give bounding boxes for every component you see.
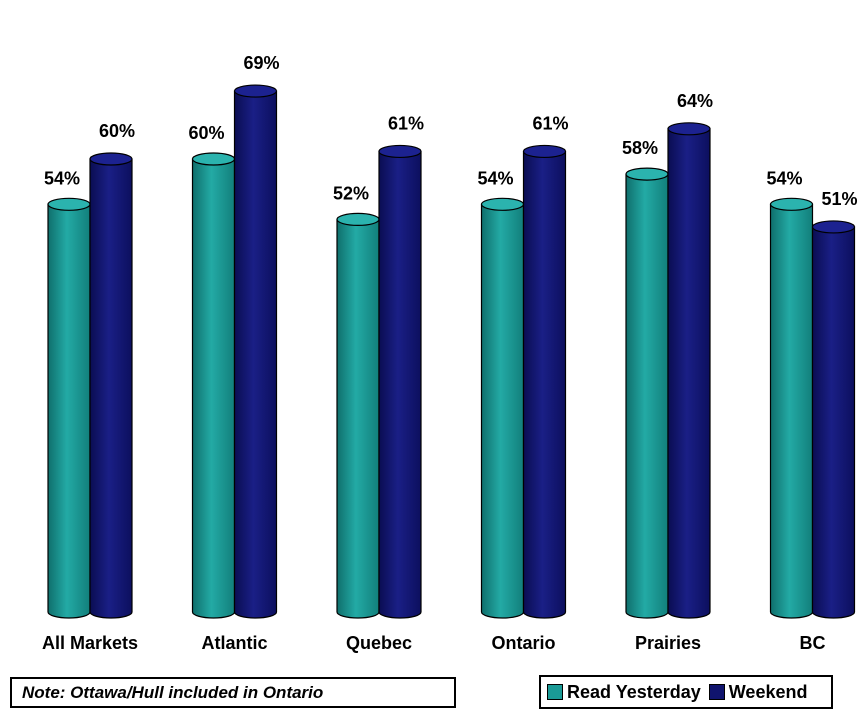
legend-label-read-yesterday: Read Yesterday — [567, 681, 701, 702]
x-tick-label-ontario: Ontario — [491, 633, 555, 653]
data-label-weekend-quebec: 61% — [388, 113, 424, 133]
data-label-weekend-atlantic: 69% — [243, 53, 279, 73]
bars-layer — [47, 84, 856, 619]
bar-read-yesterday-bc — [769, 197, 814, 619]
legend-item-read-yesterday: Read Yesterday — [547, 682, 701, 703]
bar-weekend-bc — [811, 220, 856, 619]
bar-read-yesterday-quebec — [336, 212, 380, 619]
bar-read-yesterday-all-markets — [47, 197, 91, 619]
data-label-read-yesterday-bc: 54% — [766, 168, 802, 188]
legend-swatch-weekend — [708, 684, 725, 700]
data-label-weekend-all-markets: 60% — [99, 121, 135, 141]
x-tick-label-atlantic: Atlantic — [201, 633, 267, 653]
chart-legend: Read Yesterday Weekend — [539, 675, 833, 709]
legend-swatch-read-yesterday — [547, 684, 563, 700]
data-label-read-yesterday-quebec: 52% — [333, 183, 369, 203]
x-tick-label-prairies: Prairies — [635, 633, 701, 653]
bar-weekend-prairies — [667, 122, 711, 619]
bar-read-yesterday-ontario — [480, 197, 525, 619]
x-tick-label-bc: BC — [800, 633, 826, 653]
data-label-read-yesterday-prairies: 58% — [622, 138, 658, 158]
bar-weekend-all-markets — [89, 152, 133, 619]
data-label-weekend-bc: 51% — [821, 189, 857, 209]
x-tick-label-quebec: Quebec — [346, 633, 412, 653]
bar-weekend-ontario — [522, 144, 567, 619]
data-label-read-yesterday-all-markets: 54% — [44, 168, 80, 188]
legend-label-weekend: Weekend — [728, 681, 808, 702]
bar-read-yesterday-atlantic — [191, 152, 236, 619]
data-label-weekend-ontario: 61% — [532, 113, 568, 133]
labels-layer: 54% 60% All Markets 60% 69% Atlantic 52% 61% Que… — [42, 53, 858, 653]
data-label-read-yesterday-ontario: 54% — [477, 168, 513, 188]
bar-weekend-quebec — [378, 144, 422, 619]
bar-read-yesterday-prairies — [625, 167, 669, 619]
chart-note-text: Note: Ottawa/Hull included in Ontario — [22, 682, 324, 702]
data-label-weekend-prairies: 64% — [677, 91, 713, 111]
x-tick-label-all-markets: All Markets — [42, 633, 138, 653]
legend-item-weekend: Weekend — [708, 681, 808, 703]
bar-weekend-atlantic — [233, 84, 278, 619]
data-label-read-yesterday-atlantic: 60% — [188, 123, 224, 143]
chart-note: Note: Ottawa/Hull included in Ontario — [10, 677, 456, 708]
